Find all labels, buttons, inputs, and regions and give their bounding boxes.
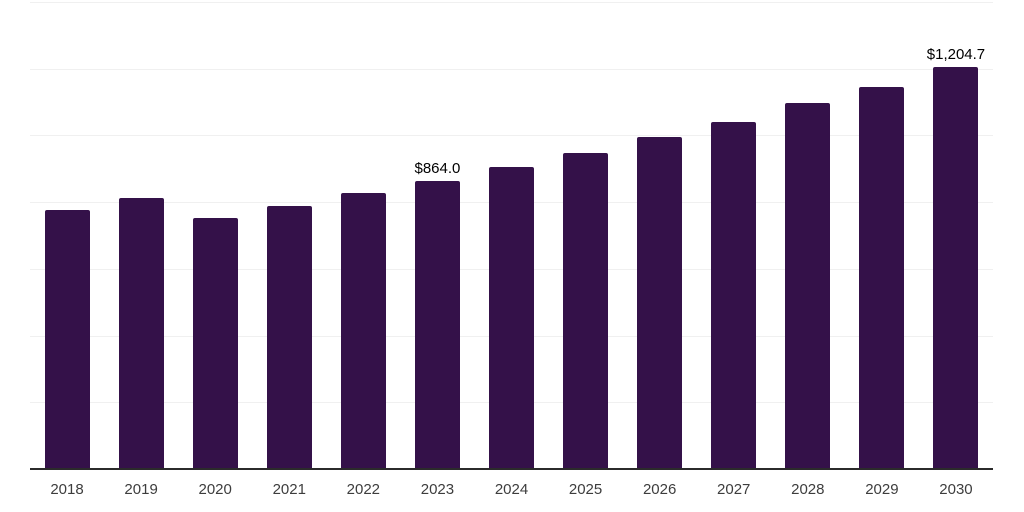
x-tick-label-2026: 2026 [642,481,677,498]
plot-area: $864.0 $1,204.7 [30,2,993,470]
data-label-2023: $864.0 [414,159,461,177]
x-tick-label-2023: 2023 [420,481,455,498]
bar-2030 [933,67,979,469]
x-tick-label-2022: 2022 [346,481,381,498]
gridline [30,2,993,3]
x-tick-label-2018: 2018 [50,481,84,498]
x-tick-label-2019: 2019 [124,481,158,498]
gridline [30,135,993,137]
bar-2026 [637,137,683,469]
gridline [30,68,993,70]
x-tick-label-2020: 2020 [198,481,232,498]
bar-2025 [563,153,609,469]
bar-2023 [414,180,460,469]
x-axis-labels: 2018 2019 2020 2021 2022 2023 2024 2025 2026 2027… [30,481,993,501]
bar-2020 [192,217,238,469]
x-tick-label-2024: 2024 [494,481,529,498]
bar-2024 [489,167,534,469]
bar-2021 [266,206,312,469]
x-tick-label-2021: 2021 [272,481,306,498]
data-label-2030: $1,204.7 [926,46,986,64]
bar-2029 [859,86,905,469]
bar-2018 [44,210,90,469]
bar-2028 [785,103,831,469]
x-tick-label-2030: 2030 [939,481,973,498]
x-tick-label-2025: 2025 [568,481,603,498]
x-axis-line [30,468,993,470]
bar-2022 [340,193,386,469]
x-tick-label-2029: 2029 [865,481,899,498]
x-tick-label-2028: 2028 [791,481,825,498]
x-tick-label-2027: 2027 [717,481,751,498]
bar-2019 [118,197,164,469]
bar-2027 [711,122,757,469]
